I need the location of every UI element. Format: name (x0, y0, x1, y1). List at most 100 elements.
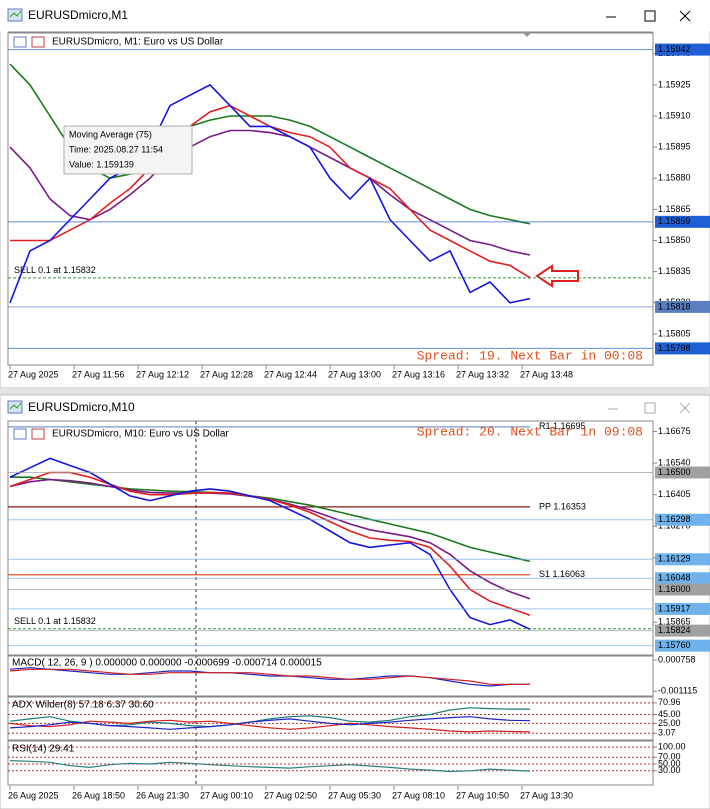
price-box (655, 300, 710, 313)
x-tick-label: 27 Aug 08:10 (392, 790, 445, 800)
tooltip-line: Moving Average (75) (69, 129, 152, 139)
plot-frame (7, 420, 654, 656)
x-tick-label: 27 Aug 13:30 (520, 790, 573, 800)
y-tick-label: 100.00 (658, 741, 686, 751)
series-line (9, 83, 531, 304)
series-line (9, 129, 531, 256)
pivot-label: S1 1.16063 (539, 569, 585, 579)
y-tick-label: 50.00 (658, 758, 681, 768)
y-tick-label: 1.15910 (658, 110, 691, 120)
x-tick-label: 27 Aug 2025 (8, 369, 59, 379)
price-box (655, 215, 710, 228)
price-box-label: 1.15798 (658, 343, 691, 353)
panel-header: EURUSDmicro, M10: Euro vs US Dollar (52, 429, 229, 440)
y-tick-label: 1.15865 (658, 617, 691, 627)
plot-frame (7, 740, 654, 786)
price-box-label: 1.16129 (658, 554, 691, 564)
pivot-label: R1 1.16695 (539, 421, 586, 431)
panel-header: ADX Wilder(8) 57.18 6.37 30.60 (12, 700, 154, 711)
y-tick-label: 3.07 (658, 728, 676, 738)
price-box (655, 624, 710, 637)
window-title: EURUSDmicro,M10 (28, 400, 135, 414)
y-tick-label: 70.00 (658, 752, 681, 762)
pivot-label: PP 1.16353 (539, 501, 586, 511)
price-box (655, 513, 710, 526)
window-title: EURUSDmicro,M1 (28, 8, 128, 22)
x-tick-label: 27 Aug 13:32 (456, 369, 509, 379)
chart-icons (13, 36, 45, 48)
x-tick-label: 27 Aug 00:10 (200, 790, 253, 800)
tooltip-line: Time: 2025.08.27 11:54 (69, 144, 163, 154)
price-box-label: 1.15859 (658, 216, 691, 226)
spread-info: Spread: 19. Next Bar in 00:08 (417, 348, 643, 363)
window-icon (7, 8, 23, 22)
window-icon (7, 400, 23, 414)
price-box (655, 583, 710, 596)
separator (0, 388, 710, 395)
price-box-label: 1.16000 (658, 584, 691, 594)
chart-icons (13, 428, 45, 440)
series-line (9, 667, 530, 687)
y-tick-label: 1.16405 (658, 489, 691, 499)
x-tick-label: 27 Aug 13:48 (520, 369, 573, 379)
x-tick-label: 27 Aug 11:56 (72, 369, 124, 379)
panel-header: MACD( 12, 26, 9 ) 0.000000 0.000000 -0.0… (12, 658, 322, 669)
price-box (655, 572, 710, 585)
tooltip (63, 125, 193, 175)
price-box-label: 1.15760 (658, 640, 691, 650)
x-tick-label: 27 Aug 12:28 (200, 369, 253, 379)
arrow-icon (535, 264, 579, 288)
price-box-label: 1.15824 (658, 625, 691, 635)
x-tick-label: 26 Aug 18:50 (72, 790, 125, 800)
price-box-label: 1.16048 (658, 573, 691, 583)
price-box (655, 43, 710, 56)
y-tick-label: 70.96 (658, 697, 681, 707)
plot-frame (7, 696, 654, 741)
series-line (9, 719, 531, 733)
window-buttons[interactable] (608, 402, 691, 414)
price-box-label: 1.15917 (658, 603, 691, 613)
title-bar (0, 0, 710, 31)
x-tick-label: 27 Aug 12:44 (264, 369, 317, 379)
price-box (655, 342, 710, 355)
series-line (9, 716, 531, 730)
x-tick-label: 27 Aug 13:00 (328, 369, 381, 379)
price-box (655, 602, 710, 615)
x-tick-label: 27 Aug 02:50 (264, 790, 317, 800)
price-box (655, 466, 710, 479)
x-tick-label: 26 Aug 2025 (8, 790, 59, 800)
y-tick-label: -0.001115 (658, 686, 697, 696)
window-buttons[interactable] (606, 10, 691, 22)
panel-header: EURUSDmicro, M1: Euro vs US Dollar (52, 37, 224, 48)
y-tick-label: 1.15835 (658, 266, 691, 276)
spread-info: Spread: 20. Next Bar in 09:08 (417, 424, 643, 439)
y-tick-label: 45.00 (658, 709, 681, 719)
x-tick-label: 27 Aug 12:12 (136, 369, 189, 379)
x-tick-label: 27 Aug 05:30 (328, 790, 381, 800)
y-tick-label: 1.15895 (658, 142, 691, 152)
y-tick-label: 25.00 (658, 718, 681, 728)
tooltip-line: Value: 1.159139 (69, 159, 134, 169)
price-box (655, 553, 710, 566)
y-tick-label: 1.15925 (658, 79, 691, 89)
price-box-label: 1.15942 (658, 44, 691, 54)
y-tick-label: 1.15865 (658, 204, 691, 214)
y-tick-label: 1.15805 (658, 328, 691, 338)
y-tick-label: 1.15850 (658, 235, 691, 245)
y-tick-label: 30.00 (658, 765, 681, 775)
price-box-label: 1.15818 (658, 301, 691, 311)
y-tick-label: 1.16675 (658, 426, 691, 436)
y-tick-label: 1.16540 (658, 457, 691, 467)
series-line (9, 668, 530, 685)
order-label: SELL 0.1 at 1.15832 (14, 265, 96, 275)
panel-header: RSI(14) 29.41 (12, 744, 75, 755)
price-box-label: 1.16500 (658, 467, 691, 477)
price-box (655, 639, 710, 652)
plot-frame (7, 655, 654, 697)
y-tick-label: 1.15880 (658, 173, 691, 183)
x-tick-label: 27 Aug 10:50 (456, 790, 509, 800)
order-label: SELL 0.1 at 1.15832 (14, 616, 96, 626)
series-line (9, 471, 531, 616)
